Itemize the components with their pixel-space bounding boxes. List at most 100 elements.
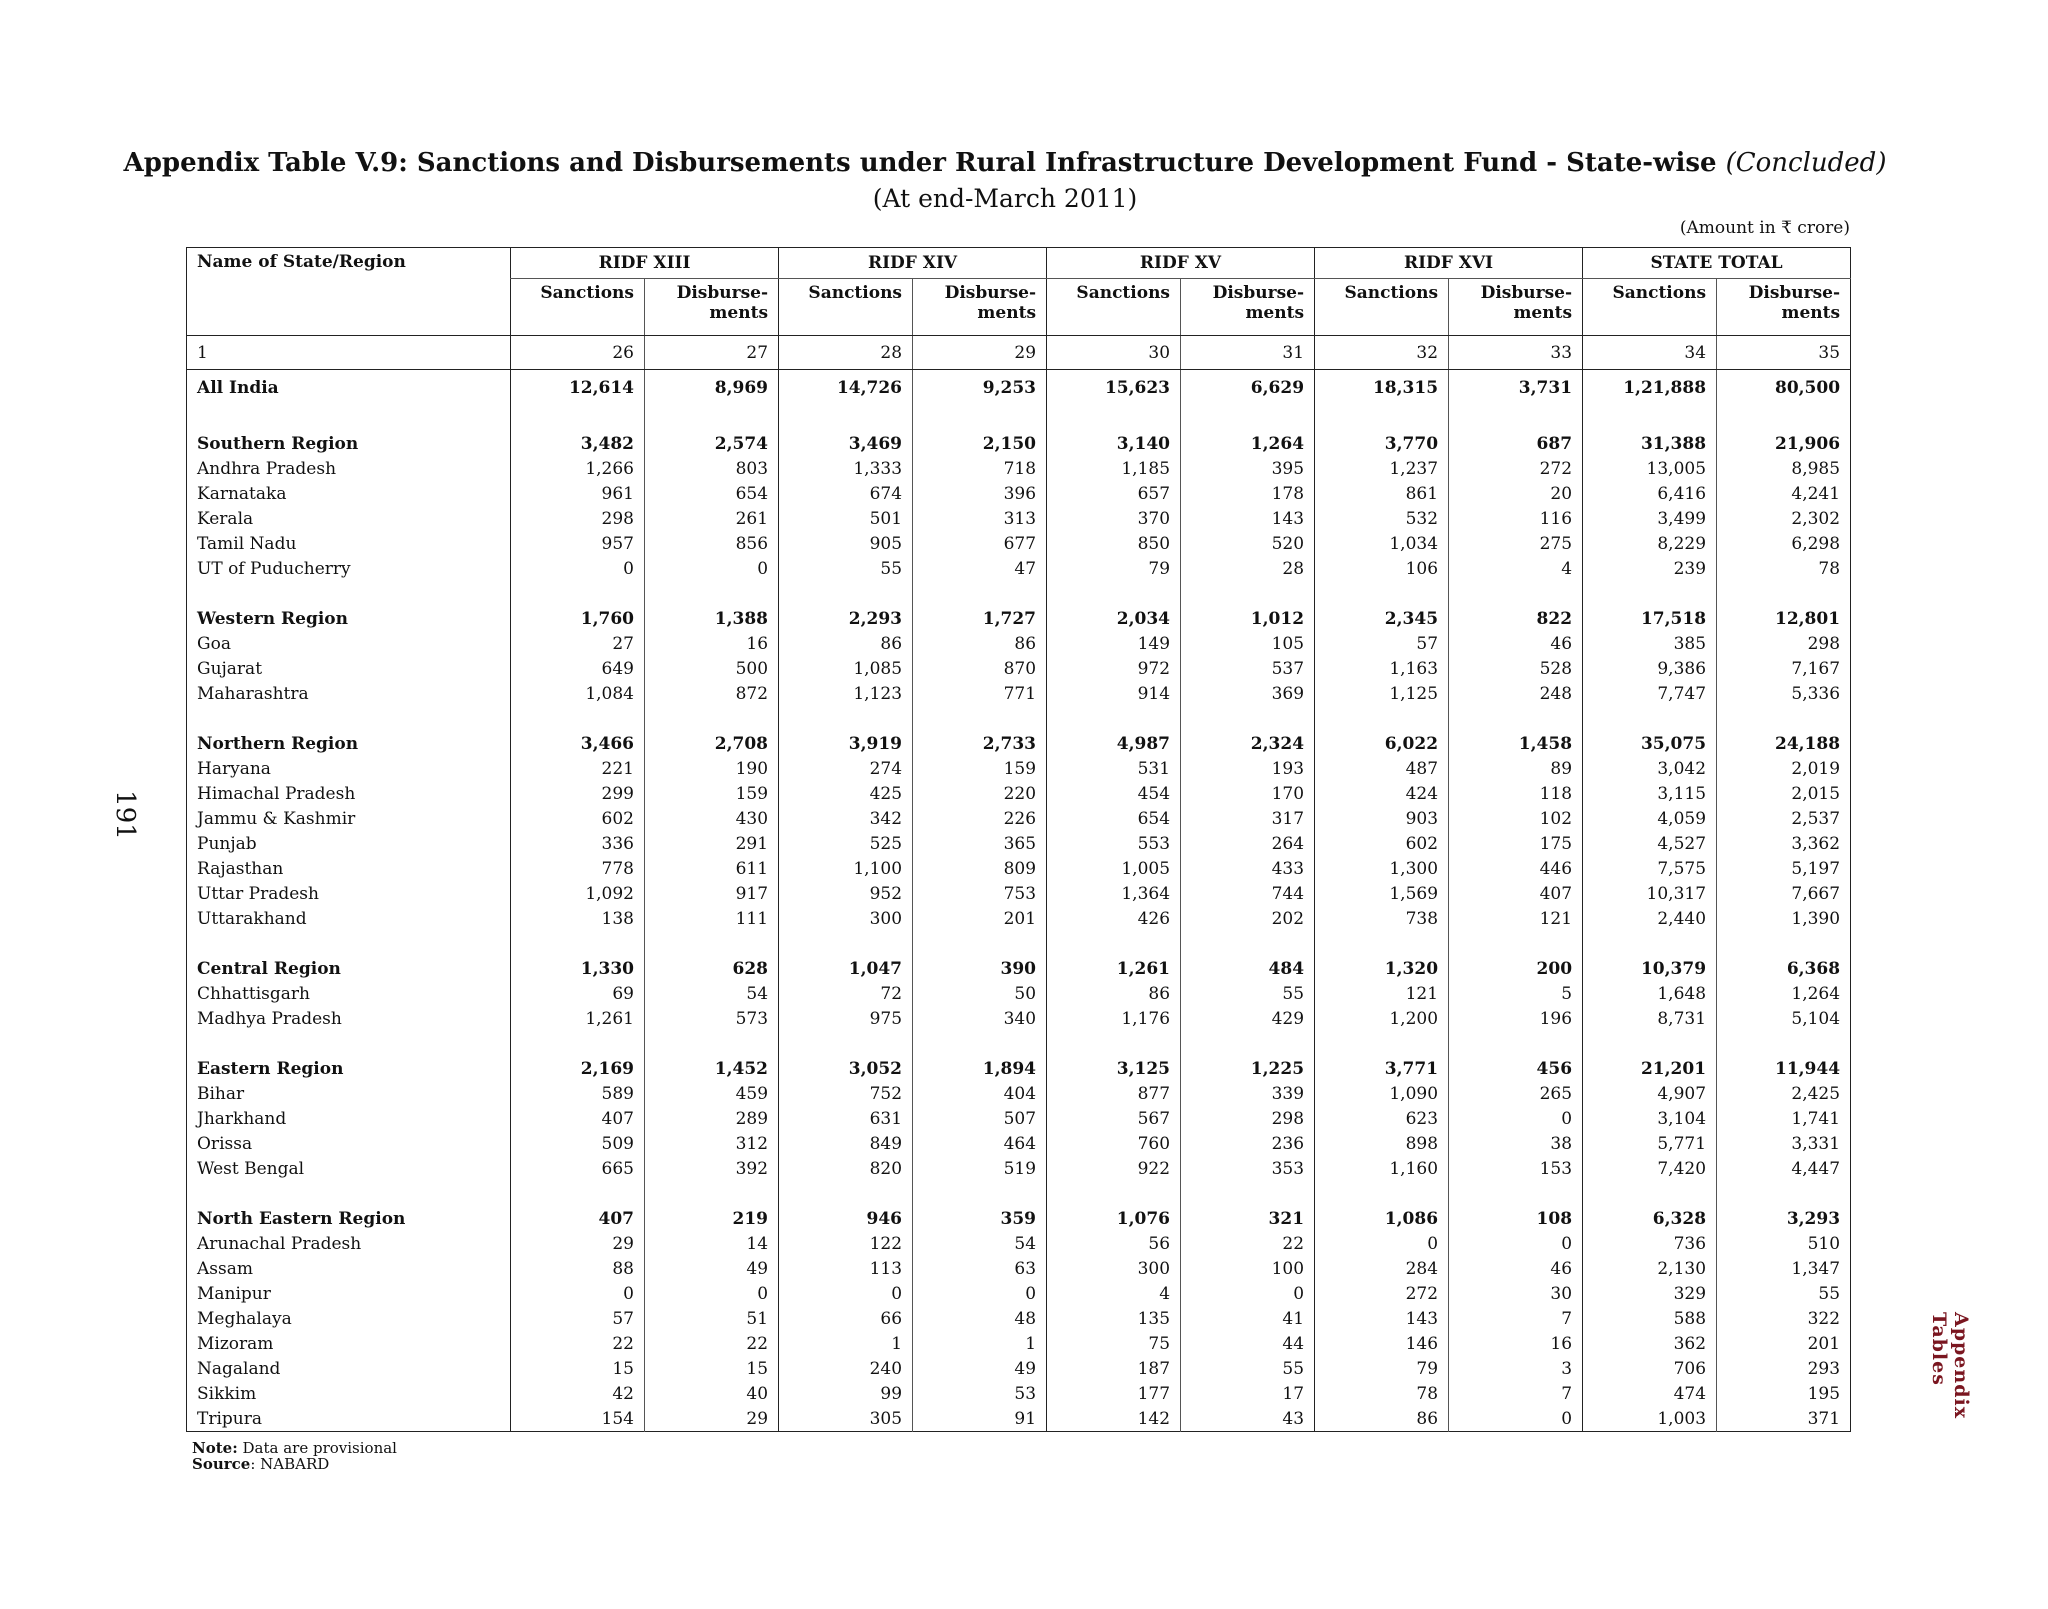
value-cell: 752 bbox=[778, 1081, 913, 1106]
value-cell: 657 bbox=[1046, 481, 1181, 506]
value-cell: 75 bbox=[1046, 1331, 1181, 1356]
value-cell: 0 bbox=[1314, 1231, 1449, 1256]
spacer-cell bbox=[1716, 581, 1851, 606]
value-cell: 6,298 bbox=[1716, 531, 1851, 556]
value-cell: 611 bbox=[643, 856, 779, 881]
state-row: Karnataka 961 654 674 396 657 178 861 20 6,416 4,2… bbox=[187, 481, 1851, 506]
spacer-cell bbox=[643, 931, 779, 956]
value-cell: 159 bbox=[912, 756, 1047, 781]
value-cell: 3,919 bbox=[778, 731, 913, 756]
value-cell: 433 bbox=[1180, 856, 1315, 881]
value-cell: 4,987 bbox=[1046, 731, 1181, 756]
value-cell: 1,086 bbox=[1314, 1206, 1449, 1231]
value-cell: 89 bbox=[1448, 756, 1583, 781]
value-cell: 2,537 bbox=[1716, 806, 1851, 831]
value-cell: 86 bbox=[1314, 1406, 1449, 1432]
value-cell: 390 bbox=[912, 956, 1047, 981]
value-cell: 602 bbox=[1314, 831, 1449, 856]
state-row: Rajasthan 778 611 1,100 809 1,005 433 1,300 446 7… bbox=[187, 856, 1851, 881]
value-cell: 1,266 bbox=[510, 456, 645, 481]
region-row: Southern Region 3,482 2,574 3,469 2,150 3,140… bbox=[187, 431, 1851, 456]
value-cell: 905 bbox=[778, 531, 913, 556]
spacer-cell bbox=[1180, 1181, 1315, 1206]
column-number: 26 bbox=[510, 335, 645, 370]
value-cell: 778 bbox=[510, 856, 645, 881]
value-cell: 573 bbox=[643, 1006, 779, 1031]
value-cell: 454 bbox=[1046, 781, 1181, 806]
state-row: Mizoram 22 22 1 1 75 44 146 16 362 201 bbox=[187, 1331, 1851, 1356]
value-cell: 9,386 bbox=[1582, 656, 1717, 681]
value-cell: 340 bbox=[912, 1006, 1047, 1031]
value-cell: 53 bbox=[912, 1381, 1047, 1406]
value-cell: 1,012 bbox=[1180, 606, 1315, 631]
value-cell: 507 bbox=[912, 1106, 1047, 1131]
value-cell: 677 bbox=[912, 531, 1047, 556]
spacer-cell bbox=[643, 581, 779, 606]
spacer-cell bbox=[510, 581, 645, 606]
row-name: Bihar bbox=[197, 1083, 245, 1104]
value-cell: 588 bbox=[1582, 1306, 1717, 1331]
value-cell: 2,733 bbox=[912, 731, 1047, 756]
value-cell: 11,944 bbox=[1716, 1056, 1851, 1081]
value-cell: 100 bbox=[1180, 1256, 1315, 1281]
value-cell: 261 bbox=[643, 506, 779, 531]
spacer-cell bbox=[1448, 1181, 1583, 1206]
row-name: Nagaland bbox=[197, 1358, 281, 1379]
value-cell: 236 bbox=[1180, 1131, 1315, 1156]
value-cell: 1,390 bbox=[1716, 906, 1851, 931]
column-number: 34 bbox=[1582, 335, 1717, 370]
subheader: Sanctions bbox=[1582, 278, 1717, 336]
spacer-cell bbox=[1180, 581, 1315, 606]
state-row: Assam 88 49 113 63 300 100 284 46 2,130 1,347 bbox=[187, 1256, 1851, 1281]
spacer-row bbox=[187, 931, 1851, 956]
value-cell: 118 bbox=[1448, 781, 1583, 806]
value-cell: 500 bbox=[643, 656, 779, 681]
value-cell: 51 bbox=[643, 1306, 779, 1331]
value-cell: 3,499 bbox=[1582, 506, 1717, 531]
row-name: Goa bbox=[197, 633, 231, 654]
spacer-cell bbox=[1582, 931, 1717, 956]
value-cell: 2,574 bbox=[643, 431, 779, 456]
value-cell: 3,331 bbox=[1716, 1131, 1851, 1156]
value-cell: 2,015 bbox=[1716, 781, 1851, 806]
state-row: Punjab 336 291 525 365 553 264 602 175 4,527 3,362 bbox=[187, 831, 1851, 856]
value-cell: 5,771 bbox=[1582, 1131, 1717, 1156]
title-suffix: (Concluded) bbox=[1725, 148, 1887, 178]
value-cell: 1,090 bbox=[1314, 1081, 1449, 1106]
state-row: Tripura 154 29 305 91 142 43 86 0 1,003 371 bbox=[187, 1406, 1851, 1432]
row-name: Gujarat bbox=[197, 658, 263, 679]
value-cell: 200 bbox=[1448, 956, 1583, 981]
value-cell: 407 bbox=[510, 1106, 645, 1131]
value-cell: 15 bbox=[643, 1356, 779, 1381]
value-cell: 313 bbox=[912, 506, 1047, 531]
value-cell: 877 bbox=[1046, 1081, 1181, 1106]
row-name: UT of Puducherry bbox=[197, 558, 351, 579]
value-cell: 1,084 bbox=[510, 681, 645, 706]
value-cell: 1,003 bbox=[1582, 1406, 1717, 1432]
value-cell: 72 bbox=[778, 981, 913, 1006]
row-name: Central Region bbox=[197, 958, 341, 979]
value-cell: 917 bbox=[643, 881, 779, 906]
value-cell: 28 bbox=[1180, 556, 1315, 581]
value-cell: 342 bbox=[778, 806, 913, 831]
value-cell: 5,197 bbox=[1716, 856, 1851, 881]
value-cell: 312 bbox=[643, 1131, 779, 1156]
value-cell: 1,160 bbox=[1314, 1156, 1449, 1181]
value-cell: 0 bbox=[1180, 1281, 1315, 1306]
value-cell: 35,075 bbox=[1582, 731, 1717, 756]
value-cell: 122 bbox=[778, 1231, 913, 1256]
value-cell: 1,300 bbox=[1314, 856, 1449, 881]
value-cell: 272 bbox=[1448, 456, 1583, 481]
group-header: RIDF XV bbox=[1046, 247, 1315, 279]
spacer-cell bbox=[1716, 1031, 1851, 1056]
value-cell: 154 bbox=[510, 1406, 645, 1432]
value-cell: 464 bbox=[912, 1131, 1047, 1156]
spacer-cell bbox=[1314, 1181, 1449, 1206]
value-cell: 16 bbox=[643, 631, 779, 656]
value-cell: 12,801 bbox=[1716, 606, 1851, 631]
column-number-row: 1 26 27 28 29 30 31 32 33 34 35 bbox=[186, 335, 1851, 370]
value-cell: 822 bbox=[1448, 606, 1583, 631]
value-cell: 99 bbox=[778, 1381, 913, 1406]
value-cell: 78 bbox=[1716, 556, 1851, 581]
